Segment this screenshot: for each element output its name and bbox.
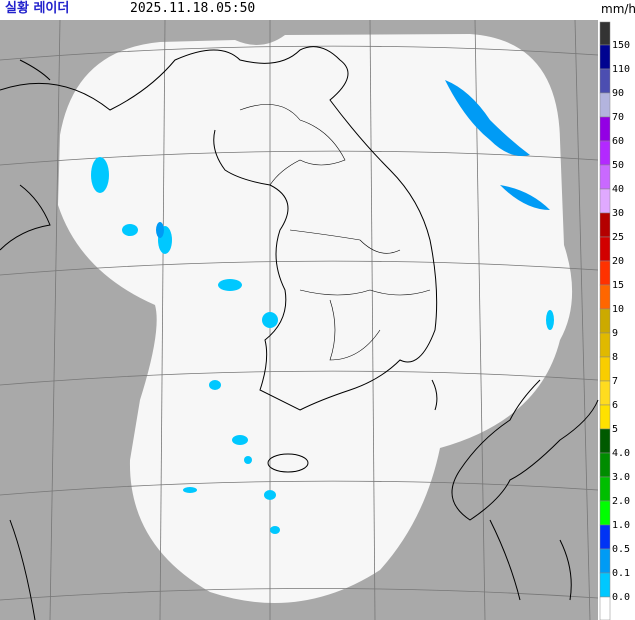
legend-label: 6 [612, 400, 618, 411]
unit: mm/h [601, 2, 635, 16]
legend-label: 20 [612, 256, 624, 267]
legend-swatch [599, 68, 611, 94]
legend-label: 8 [612, 352, 618, 363]
legend-swatch [599, 284, 611, 310]
timestamp: 2025.11.18.05:50 [130, 1, 256, 16]
legend-label: 50 [612, 160, 624, 171]
legend-label: 0.0 [612, 592, 630, 603]
legend-swatch [599, 332, 611, 358]
legend-label: 2.0 [612, 496, 630, 507]
legend-swatch [599, 308, 611, 334]
legend-label: 4.0 [612, 448, 630, 459]
legend-swatch [599, 236, 611, 262]
legend-label: 40 [612, 184, 624, 195]
legend-label: 9 [612, 328, 618, 339]
legend-swatch [599, 21, 611, 46]
legend-label: 3.0 [612, 472, 630, 483]
legend-swatch [599, 188, 611, 214]
legend-swatch [599, 524, 611, 550]
legend-label: 30 [612, 208, 624, 219]
legend-swatch [599, 260, 611, 286]
legend-label: 15 [612, 280, 624, 291]
legend-label: 70 [612, 112, 624, 123]
legend-swatch [599, 380, 611, 406]
legend-swatch [599, 404, 611, 430]
legend-label: 7 [612, 376, 618, 387]
legend-swatch [599, 596, 611, 620]
legend-label: 150 [612, 40, 630, 51]
legend-swatch [599, 548, 611, 574]
legend-label: 0.5 [612, 544, 630, 555]
legend-swatch [599, 140, 611, 166]
legend-swatch [599, 44, 611, 70]
legend-label: 25 [612, 232, 624, 243]
legend-swatch [599, 428, 611, 454]
legend-swatch [599, 500, 611, 526]
legend-swatch [599, 356, 611, 382]
legend-swatch [599, 476, 611, 502]
legend-label: 90 [612, 88, 624, 99]
legend-label: 0.1 [612, 568, 630, 579]
legend-label: 60 [612, 136, 624, 147]
legend-swatch [599, 116, 611, 142]
legend-label: 10 [612, 304, 624, 315]
legend-swatch [599, 92, 611, 118]
legend-swatch [599, 164, 611, 190]
legend-label: 110 [612, 64, 630, 75]
legend-swatch [599, 452, 611, 478]
title: 실황 레이더 [5, 1, 70, 16]
legend-swatch [599, 572, 611, 598]
legend-label: 1.0 [612, 520, 630, 531]
legend-swatch [599, 212, 611, 238]
legend-label: 5 [612, 424, 618, 435]
